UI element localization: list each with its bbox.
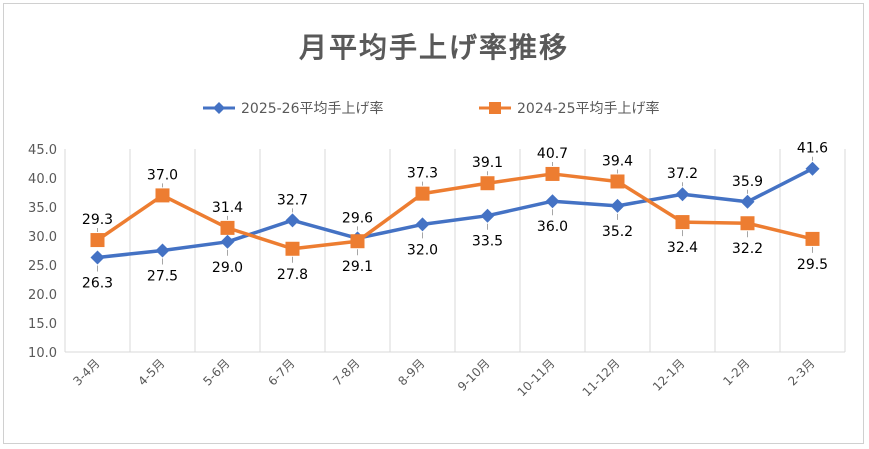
data-label: 29.6 [342, 210, 373, 226]
square-marker [350, 234, 365, 249]
square-marker [220, 220, 235, 235]
square-marker [610, 174, 625, 189]
legend-diamond-marker [213, 102, 225, 114]
square-marker [675, 215, 690, 230]
data-label: 31.4 [212, 200, 243, 216]
diamond-marker [220, 234, 235, 249]
y-axis: 10.0 15.0 20.0 25.0 30.0 35.0 40.0 45.0 [28, 143, 57, 361]
data-label: 26.3 [82, 275, 113, 291]
diamond-marker [415, 217, 430, 232]
data-labels: 26.3 27.5 29.0 32.7 29.6 32.0 33.5 36.0 35.2 37.2… [82, 141, 828, 292]
data-label: 32.7 [277, 192, 308, 208]
y-tick-label: 45.0 [28, 143, 57, 158]
data-label: 36.0 [537, 219, 568, 235]
legend-square-marker [489, 102, 501, 114]
x-tick-label: 9-10月 [455, 356, 493, 394]
y-tick-label: 10.0 [28, 346, 57, 361]
data-label: 27.5 [147, 269, 178, 285]
x-tick-label: 5-6月 [200, 356, 232, 388]
diamond-marker [675, 187, 690, 202]
x-tick-label: 1-2月 [720, 356, 752, 388]
data-label: 33.5 [472, 234, 503, 250]
data-label: 27.8 [277, 267, 308, 283]
data-label: 32.2 [732, 241, 763, 257]
y-tick-label: 30.0 [28, 230, 57, 245]
square-marker [155, 188, 170, 203]
grid [64, 149, 846, 353]
x-tick-label: 8-9月 [395, 356, 427, 388]
data-label: 39.4 [602, 153, 633, 169]
chart-title: 月平均手上げ率推移 [298, 31, 569, 64]
y-tick-label: 20.0 [28, 288, 57, 303]
x-tick-label: 11-12月 [580, 356, 623, 399]
data-label: 32.4 [667, 240, 698, 256]
diamond-marker [740, 194, 755, 209]
x-tick-label: 6-7月 [265, 356, 297, 388]
y-tick-label: 25.0 [28, 259, 57, 274]
data-label: 41.6 [797, 141, 828, 157]
series-line-1 [96, 172, 813, 251]
series-layer [90, 161, 820, 265]
data-label: 37.0 [147, 167, 178, 183]
x-tick-label: 4-5月 [135, 356, 167, 388]
x-tick-label: 3-4月 [70, 356, 102, 388]
diamond-marker [805, 161, 820, 176]
y-tick-label: 15.0 [28, 317, 57, 332]
data-label: 37.3 [407, 166, 438, 182]
y-tick-label: 35.0 [28, 201, 57, 216]
square-marker [805, 231, 820, 246]
data-label: 39.1 [472, 155, 503, 171]
diamond-marker [285, 213, 300, 228]
square-marker [285, 241, 300, 256]
x-tick-label: 7-8月 [330, 356, 362, 388]
y-tick-label: 40.0 [28, 172, 57, 187]
diamond-marker [610, 198, 625, 213]
diamond-marker [480, 208, 495, 223]
data-label: 29.0 [212, 260, 243, 276]
square-marker [740, 216, 755, 231]
square-marker [545, 166, 560, 181]
diamond-marker [155, 243, 170, 258]
series-line-0 [97, 167, 814, 260]
data-label: 32.0 [407, 242, 438, 258]
data-label: 29.5 [797, 257, 828, 273]
data-label: 35.2 [602, 224, 633, 240]
data-label: 40.7 [537, 146, 568, 162]
square-marker [90, 233, 105, 248]
legend-label: 2025-26平均手上げ率 [241, 100, 384, 117]
square-marker [480, 176, 495, 191]
square-marker [415, 186, 430, 201]
data-label: 29.1 [342, 259, 373, 275]
x-tick-label: 10-11月 [515, 356, 558, 399]
legend-label: 2024-25平均手上げ率 [517, 100, 660, 117]
data-label: 35.9 [732, 174, 763, 190]
x-axis: 3-4月 4-5月 5-6月 6-7月 7-8月 8-9月 9-10月 10-11月 11-12… [70, 356, 817, 399]
x-tick-label: 12-1月 [650, 356, 688, 394]
data-label: 29.3 [82, 212, 113, 228]
legend: 2025-26平均手上げ率 2024-25平均手上げ率 [203, 100, 660, 117]
diamond-marker [90, 250, 105, 265]
line-chart: 月平均手上げ率推移 2025-26平均手上げ率 2024-25平均手上げ率 10.… [28, 31, 846, 399]
data-label: 37.2 [667, 166, 698, 182]
chart-frame: 月平均手上げ率推移 2025-26平均手上げ率 2024-25平均手上げ率 10.… [3, 3, 864, 444]
diamond-marker [545, 194, 560, 209]
x-tick-label: 2-3月 [785, 356, 817, 388]
